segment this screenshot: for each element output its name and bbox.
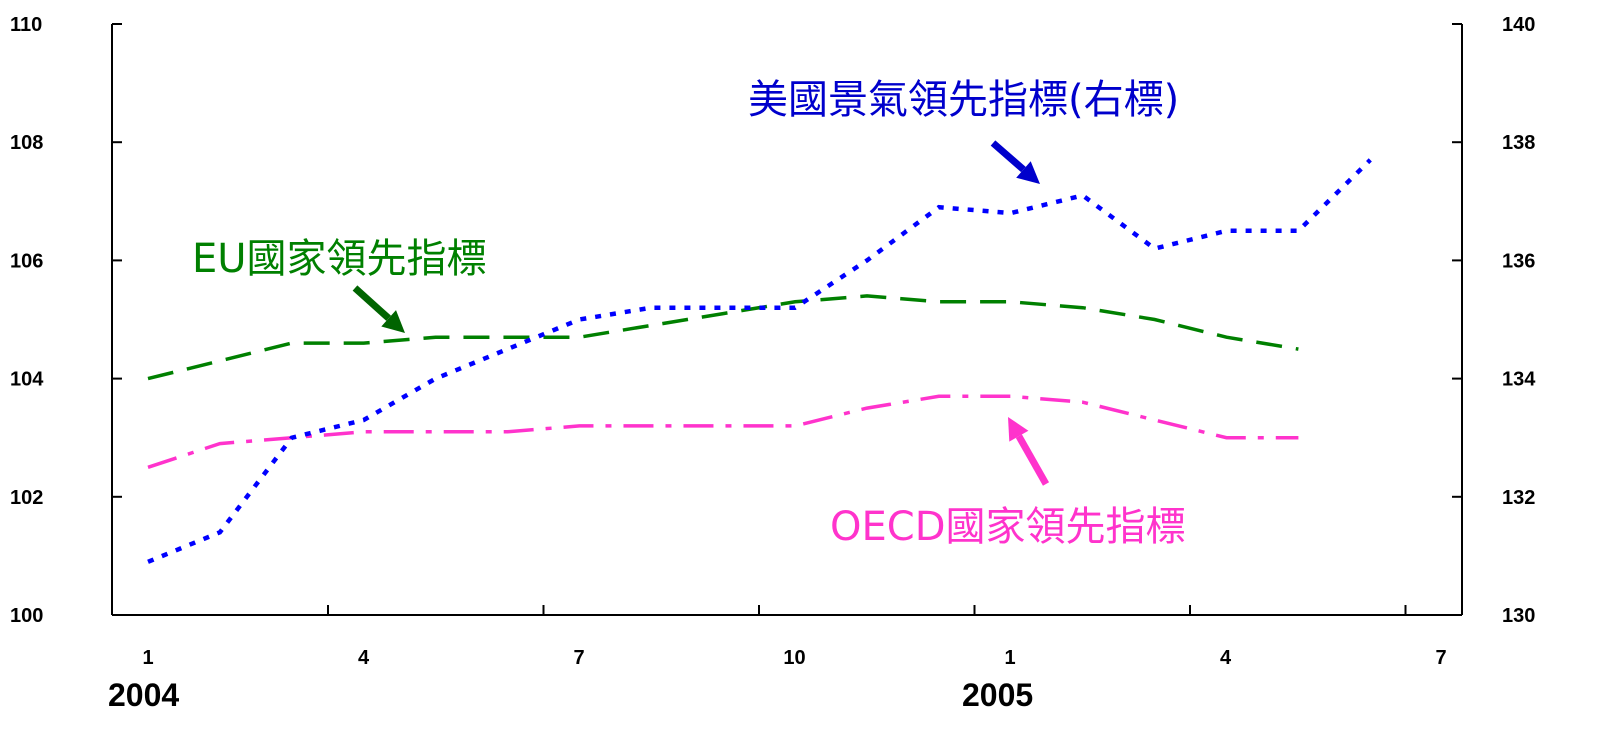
series-lines (147, 158, 1372, 564)
arrow-head (381, 310, 405, 333)
arrow-head (1008, 417, 1029, 442)
x-tick-label: 1 (142, 647, 153, 669)
arrow-shaft (990, 140, 1026, 173)
right-y-tick-label: 138 (1502, 132, 1535, 154)
x-tick-label: 1 (1004, 647, 1015, 669)
us-series-label: 美國景氣領先指標(右標) (748, 77, 1179, 123)
arrow-shaft (1015, 434, 1050, 486)
left-y-tick-label: 102 (10, 487, 43, 509)
annotation-arrows (352, 140, 1050, 486)
series-line-0 (147, 294, 1299, 381)
us-arrow (990, 140, 1040, 184)
right-y-tick-label: 136 (1502, 250, 1535, 272)
arrow-shaft (352, 285, 391, 321)
oecd-series-label: OECD國家領先指標 (830, 504, 1186, 550)
year-label: 2005 (962, 677, 1033, 713)
oecd-arrow (1008, 417, 1050, 486)
x-tick-label: 7 (1435, 647, 1446, 669)
series-line-2 (147, 158, 1372, 564)
left-y-tick-label: 106 (10, 250, 43, 272)
left-y-tick-label: 100 (10, 605, 43, 627)
series-line-1 (147, 394, 1299, 469)
year-label: 2004 (108, 677, 179, 713)
left-y-tick-label: 110 (10, 14, 42, 36)
series-labels: EU國家領先指標 OECD國家領先指標 美國景氣領先指標(右標) (192, 77, 1186, 550)
left-y-tick-label: 108 (10, 132, 43, 154)
arrow-head (1016, 161, 1040, 184)
x-tick-label: 4 (1220, 647, 1232, 669)
right-y-tick-label: 132 (1502, 487, 1535, 509)
right-y-tick-label: 130 (1502, 605, 1535, 627)
x-tick-label: 4 (358, 647, 370, 669)
eu-series-label: EU國家領先指標 (192, 236, 487, 282)
right-y-tick-label: 140 (1502, 14, 1535, 36)
x-tick-label: 7 (573, 647, 584, 669)
right-y-tick-label: 134 (1502, 369, 1536, 391)
left-y-tick-label: 104 (10, 369, 44, 391)
x-tick-label: 10 (783, 647, 805, 669)
eu-arrow (352, 285, 405, 333)
